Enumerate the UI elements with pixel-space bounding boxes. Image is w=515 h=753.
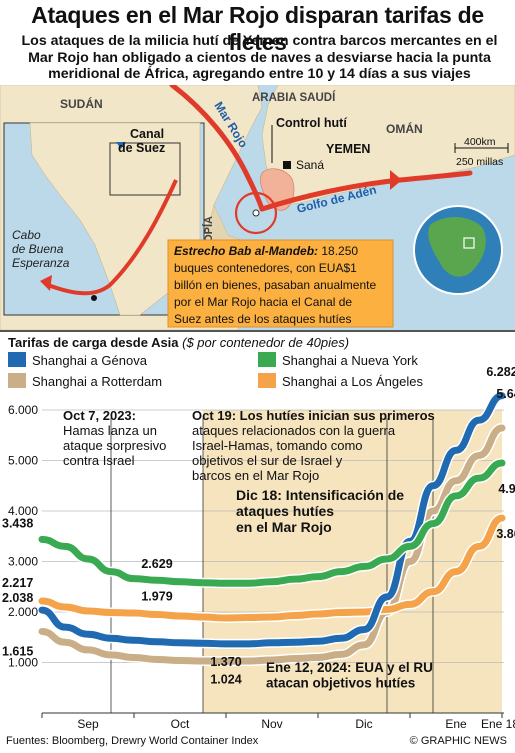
callout-line-1: buques contenedores, con EUA$1 (174, 261, 357, 275)
annotation-text: barcos en el Mar Rojo (192, 468, 319, 483)
x-tick-label: Ene (445, 717, 467, 731)
annotation-text: Oct 19: Los hutíes inician sus primeros (192, 408, 435, 423)
scale-km: 400km (464, 136, 496, 148)
map: SUDÁN ARABIA SAUDÍ OMÁN Control hutí San… (0, 85, 515, 331)
annotation-text: Dic 18: Intensificación de (236, 487, 404, 503)
callout-line-0: 18.250 (318, 244, 358, 258)
credit: © GRAPHIC NEWS (409, 735, 507, 747)
annotation-text: Israel-Hamas, tomando como (192, 438, 363, 453)
annotation-text: en el Mar Rojo (236, 519, 332, 535)
legend-label: Shanghai a Rotterdam (32, 374, 162, 389)
source-note: Fuentes: Bloomberg, Drewry World Contain… (6, 735, 259, 747)
annotation-text: ataques relacionados con la guerra (192, 423, 396, 438)
annotation-text: ataque sorpresivo (63, 438, 166, 453)
legend-label: Shanghai a Génova (32, 353, 148, 368)
x-tick-label: Oct (171, 717, 190, 731)
label-suez-1: Canal (130, 127, 164, 141)
legend-swatch (258, 373, 276, 388)
page-title: Ataques en el Mar Rojo disparan tarifas … (31, 2, 484, 55)
x-tick-label: Dic (355, 717, 372, 731)
rates-chart: Tarifas de carga desde Asia ($ por conte… (0, 330, 515, 731)
label-cape-3: Esperanza (12, 256, 70, 270)
data-label: 1.370 (210, 655, 241, 669)
label-suez-2: de Suez (118, 141, 165, 155)
data-label: 1.979 (141, 590, 172, 604)
label-arabia: ARABIA SAUDÍ (252, 91, 336, 104)
label-cape-1: Cabo (12, 228, 41, 242)
label-sana: Saná (296, 158, 324, 172)
y-tick-label: 6.000 (8, 403, 38, 417)
data-label: 1.615 (2, 644, 33, 658)
legend-swatch (8, 352, 26, 367)
chart-title: Tarifas de carga desde Asia ($ por conte… (8, 335, 349, 350)
data-label: 4.951 (498, 482, 515, 496)
legend-swatch (258, 352, 276, 367)
label-cape-2: de Buena (12, 242, 64, 256)
y-tick-label: 3.000 (8, 555, 38, 569)
x-tick-label: Sep (77, 717, 99, 731)
y-tick-label: 5.000 (8, 454, 38, 468)
data-label: 1.024 (210, 672, 241, 686)
legend-label: Shanghai a Los Ángeles (282, 374, 423, 389)
label-houthi: Control hutí (276, 116, 347, 130)
y-tick-label: 2.000 (8, 605, 38, 619)
label-oman: OMÁN (386, 121, 423, 136)
data-label: 3.438 (2, 516, 33, 530)
legend-label: Shanghai a Nueva York (282, 353, 418, 368)
data-label: 3.860 (496, 527, 515, 541)
callout-title: Estrecho Bab al-Mandeb: (174, 244, 318, 258)
data-label: 5.644 (496, 387, 515, 401)
callout-line-2: billón en bienes, pasaban anualmente (174, 278, 376, 292)
chart-unit-note: ($ por contenedor de 40pies) (182, 335, 349, 350)
data-label: 2.217 (2, 576, 33, 590)
legend-swatch (8, 373, 26, 388)
data-label: 2.629 (141, 557, 172, 571)
data-label: 6.282 (486, 365, 515, 379)
callout-text: Estrecho Bab al-Mandeb: 18.250 buques co… (174, 244, 380, 326)
callout-line-4: Suez antes de los ataques hutíes (174, 312, 351, 326)
series-line (38, 459, 506, 587)
label-yemen: YEMEN (326, 142, 370, 156)
y-tick-label: 4.000 (8, 504, 38, 518)
scale-miles: 250 millas (456, 156, 503, 168)
callout-line-3: por el Mar Rojo hacia el Canal de (174, 295, 352, 309)
chart-title-main: Tarifas de carga desde Asia (8, 335, 182, 350)
annotation-text: Oct 7, 2023: (63, 408, 136, 423)
label-sudan: SUDÁN (60, 96, 103, 111)
page-subtitle: Los ataques de la milicia hutí de Yemen … (21, 33, 498, 82)
x-tick-label: Ene 18 (481, 717, 515, 731)
annotation-text: Hamas lanza un (63, 423, 157, 438)
series-line (38, 392, 506, 648)
annotation-text: contra Israel (63, 453, 135, 468)
annotation-text: Ene 12, 2024: EUA y el RU (266, 660, 433, 675)
data-label: 2.038 (2, 591, 33, 605)
annotation-text: ataques hutíes (236, 503, 334, 519)
annotation-text: atacan objetivos hutíes (266, 676, 415, 691)
series-line (38, 514, 506, 622)
y-tick-label: 1.000 (8, 656, 38, 670)
x-tick-label: Nov (261, 717, 282, 731)
chart-top-rule (0, 330, 515, 332)
annotation-text: objetivos el sur de Israel y (192, 453, 343, 468)
